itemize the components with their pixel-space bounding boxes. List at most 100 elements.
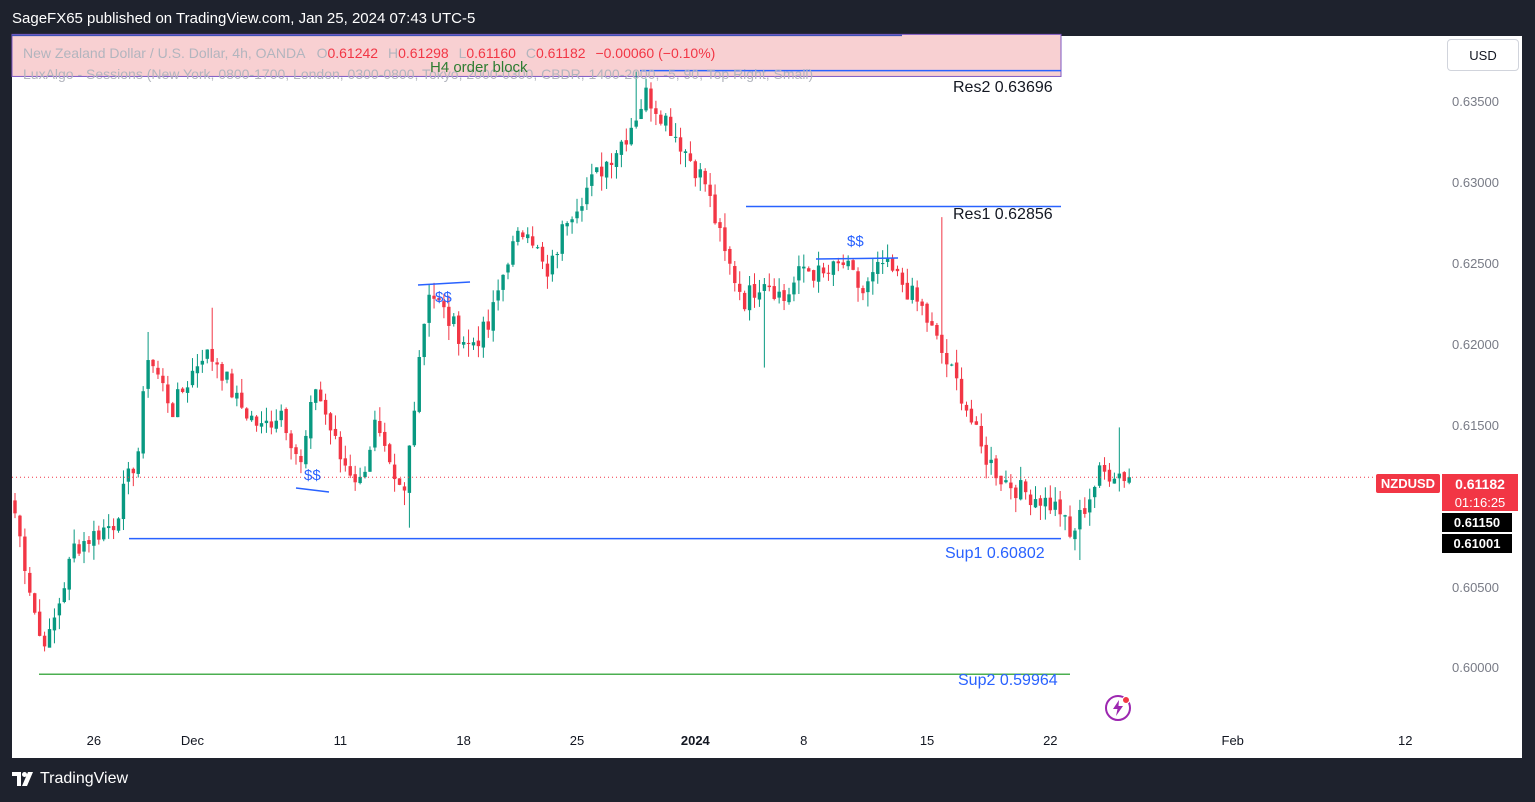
liquidity-line [295,487,330,493]
candle-body [417,356,421,412]
candle-body [392,464,397,480]
candle-body [757,292,762,300]
candle-body [693,161,698,179]
candle-body [1127,477,1131,483]
currency-button[interactable]: USD [1447,39,1519,71]
candle-body [220,364,224,381]
candle-body [106,526,111,529]
bottom-bar [0,758,1535,802]
candle-body [368,449,372,472]
candle-body [136,451,140,474]
candle-body [974,421,979,425]
candle-body [249,415,254,421]
legend-open-label: O [316,45,328,61]
candle-body [624,140,629,145]
candle-body [466,342,471,344]
candle-body [195,366,200,374]
tradingview-logo[interactable]: TradingView [12,770,128,788]
candle-body [166,384,170,404]
legend-close-label: C [525,45,536,61]
candle-body [590,174,594,186]
candle-body [905,282,910,300]
candle-body [821,267,826,274]
price-tick-label: 0.63000 [1452,175,1499,191]
candle-body [23,536,27,571]
candle-body [476,340,481,347]
candle-body [57,603,62,616]
indicator-legend[interactable]: LuxAlgo - Sessions (New York, 0800-1700,… [23,66,814,82]
liquidity-mark: $$ [435,289,452,306]
candle-body [171,403,175,418]
candle-body [654,108,658,114]
candle-body [338,436,343,460]
candle-body [1058,499,1062,515]
candle-body [358,476,362,484]
candle-body [378,421,382,434]
candle-body [185,387,190,393]
candle-body [609,162,614,166]
time-tick-label: Dec [180,733,205,748]
candle-body [318,389,323,402]
candle-body [659,114,663,124]
candle-body [989,459,993,464]
candle-body [890,257,895,271]
candle-body [471,342,476,346]
candle-body [1078,509,1082,530]
candle-body [807,268,811,272]
candle-body [969,408,974,423]
candle-body [461,342,466,345]
candle-body [37,611,42,636]
candle-body [797,266,801,281]
candle-body [649,88,653,109]
candle-body [353,474,357,483]
candle-body [422,323,426,358]
candle-body [1083,508,1087,514]
candle-body [1043,497,1048,507]
order-block-zone [11,33,1062,77]
candle-body [299,455,303,463]
candle-body [723,227,727,252]
candle-body [1028,494,1033,506]
candle-body [294,447,298,455]
candle-body [205,349,209,359]
candle-body [141,391,145,454]
candle-body [1063,515,1067,517]
candle-body [1102,464,1107,472]
time-tick-label: 25 [569,733,585,748]
publisher-bar: SageFX65 published on TradingView.com, J… [0,0,1535,36]
candle-body [550,255,555,275]
candle-body [777,291,781,298]
candle-body [728,248,732,264]
publisher-text: SageFX65 published on TradingView.com, J… [12,10,476,27]
candle-body [885,257,890,262]
time-tick-label: 15 [919,733,935,748]
candle-body [279,410,283,421]
candle-body [1092,486,1097,498]
candle-body [1004,480,1008,483]
candle-body [383,431,387,446]
candle-body [585,187,589,205]
candle-body [1048,497,1052,511]
candle-body [738,283,742,292]
candle-body [560,224,564,254]
candle-body [826,272,831,274]
candle-body [506,264,510,273]
candle-body [836,261,841,264]
candle-body [328,413,333,431]
candle-body [910,285,914,300]
sup1-label: Sup1 0.60802 [945,545,1045,562]
tradingview-logo-icon [12,772,33,786]
candle-body [880,263,885,265]
candle-body [698,169,702,178]
candle-body [994,458,998,479]
chart-frame [12,36,1522,758]
lightning-icon[interactable] [1104,694,1132,722]
candle-body [856,271,860,288]
candle-body [111,526,116,531]
liquidity-line [815,257,899,260]
candle-body [1112,478,1117,484]
candle-body [851,260,855,270]
candle-body [215,362,219,365]
candle-body [940,334,944,353]
